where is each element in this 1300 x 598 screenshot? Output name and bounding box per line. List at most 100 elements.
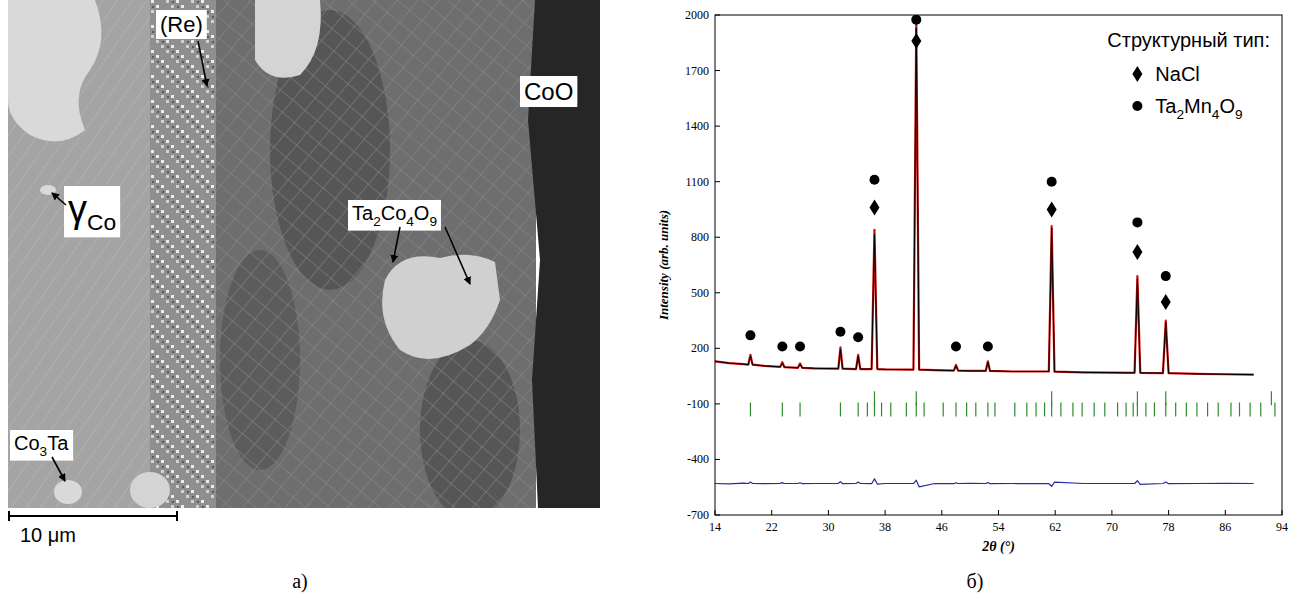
speckle xyxy=(207,236,209,238)
speckle xyxy=(191,365,194,368)
bragg-tick xyxy=(916,402,917,416)
speckle xyxy=(186,120,189,123)
speckle xyxy=(212,66,214,68)
speckle xyxy=(211,335,214,338)
bragg-tick xyxy=(975,402,976,416)
speckle xyxy=(151,100,154,103)
speckle xyxy=(171,55,174,58)
bragg-tick xyxy=(1175,402,1176,416)
speckle xyxy=(211,435,214,438)
speckle xyxy=(186,310,189,313)
speckle xyxy=(151,150,154,153)
speckle xyxy=(206,340,209,343)
speckle xyxy=(156,280,159,283)
speckle xyxy=(171,270,174,273)
speckle xyxy=(181,55,184,58)
micrograph xyxy=(8,0,600,508)
speckle xyxy=(212,441,214,443)
speckle xyxy=(192,121,194,123)
speckle xyxy=(212,216,214,218)
speckle xyxy=(202,381,204,383)
speckle xyxy=(177,206,179,208)
speckle xyxy=(196,330,199,333)
speckle xyxy=(152,306,154,308)
x-tick xyxy=(1225,510,1226,515)
speckle xyxy=(161,270,164,273)
speckle xyxy=(201,325,204,328)
speckle xyxy=(182,161,184,163)
speckle xyxy=(162,41,164,43)
x-tick xyxy=(1111,510,1112,515)
speckle xyxy=(161,345,164,348)
speckle xyxy=(152,6,154,8)
speckle xyxy=(161,285,164,288)
bragg-tick xyxy=(1218,402,1219,416)
speckle xyxy=(201,110,204,113)
speckle xyxy=(206,265,209,268)
speckle xyxy=(162,291,164,293)
speckle xyxy=(191,140,194,143)
speckle xyxy=(171,330,174,333)
speckle xyxy=(151,450,154,453)
speckle xyxy=(202,256,204,258)
speckle xyxy=(171,470,174,473)
speckle xyxy=(161,185,164,188)
speckle xyxy=(196,420,199,423)
speckle xyxy=(211,385,214,388)
speckle xyxy=(212,416,214,418)
speckle xyxy=(196,170,199,173)
speckle xyxy=(151,310,154,313)
text-run: O xyxy=(414,202,430,224)
speckle xyxy=(177,156,179,158)
speckle xyxy=(151,235,154,238)
speckle xyxy=(197,351,199,353)
speckle xyxy=(186,110,189,113)
speckle xyxy=(196,5,199,8)
speckle xyxy=(201,485,204,488)
speckle xyxy=(151,425,154,428)
speckle xyxy=(192,146,194,148)
speckle xyxy=(196,380,199,383)
speckle xyxy=(206,315,209,318)
speckle xyxy=(186,470,189,473)
speckle xyxy=(211,45,214,48)
speckle xyxy=(206,290,209,293)
speckle xyxy=(191,50,194,53)
speckle xyxy=(181,190,184,193)
speckle xyxy=(166,50,169,53)
bragg-tick xyxy=(1082,402,1083,416)
speckle xyxy=(206,255,209,258)
speckle xyxy=(187,441,189,443)
speckle xyxy=(166,275,169,278)
speckle xyxy=(201,375,204,378)
speckle xyxy=(172,351,174,353)
speckle xyxy=(151,200,154,203)
speckle xyxy=(186,445,189,448)
y-tick-label: -100 xyxy=(687,397,709,411)
speckle xyxy=(186,135,189,138)
speckle xyxy=(166,300,169,303)
speckle xyxy=(201,400,204,403)
speckle xyxy=(196,120,199,123)
speckle xyxy=(176,60,179,63)
speckle xyxy=(176,185,179,188)
speckle xyxy=(171,495,174,498)
speckle xyxy=(181,340,184,343)
speckle xyxy=(156,355,159,358)
speckle xyxy=(191,500,194,503)
speckle xyxy=(191,300,194,303)
speckle xyxy=(207,486,209,488)
speckle xyxy=(176,400,179,403)
speckle xyxy=(187,266,189,268)
speckle xyxy=(206,490,209,493)
bragg-tick xyxy=(1104,402,1105,416)
speckle xyxy=(211,245,214,248)
speckle xyxy=(176,385,179,388)
speckle xyxy=(156,115,159,118)
speckle xyxy=(177,106,179,108)
speckle xyxy=(151,135,154,138)
label-sub: Co xyxy=(87,209,116,235)
y-tick xyxy=(715,126,720,127)
speckle xyxy=(166,375,169,378)
speckle xyxy=(157,261,159,263)
